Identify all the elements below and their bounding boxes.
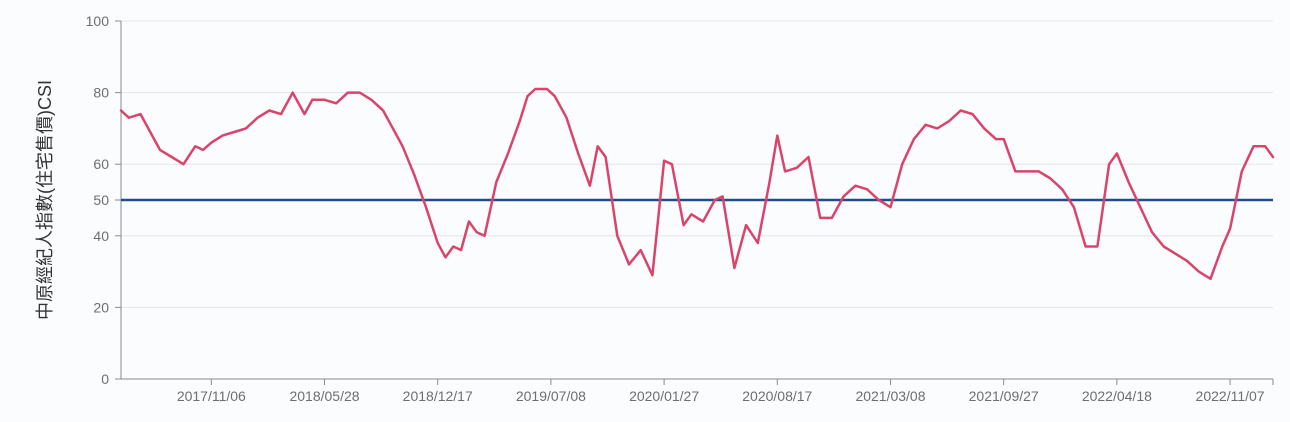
series-line <box>119 87 1275 281</box>
y-tick-label: 50 <box>93 192 109 208</box>
x-tick-label: 2020/01/27 <box>629 388 699 404</box>
x-axis-ticks: 2017/11/06 2018/05/28 2018/12/17 2019/07/08… <box>177 379 1274 404</box>
grid-lines <box>121 20 1273 308</box>
x-tick-label: 2017/11/06 <box>177 388 246 404</box>
x-tick-label: 2019/07/08 <box>516 388 586 404</box>
x-tick-label: 2022/11/07 <box>1196 388 1265 404</box>
y-axis-ticks: 0 20 40 50 60 80 100 <box>86 13 121 387</box>
y-tick-label: 100 <box>86 13 110 29</box>
y-axis-label: 中原經紀人指數(住宅售價)CSI <box>35 80 55 320</box>
x-tick-label: 2018/12/17 <box>403 388 473 404</box>
x-tick-label: 2018/05/28 <box>289 388 359 404</box>
y-tick-label: 80 <box>93 85 109 101</box>
y-tick-label: 0 <box>101 371 109 387</box>
x-tick-label: 2021/03/08 <box>855 388 925 404</box>
x-tick-label: 2020/08/17 <box>742 388 812 404</box>
x-tick-label: 2021/09/27 <box>969 388 1039 404</box>
y-tick-label: 20 <box>93 299 109 315</box>
x-tick-label: 2022/04/18 <box>1082 388 1152 404</box>
y-tick-label: 60 <box>93 156 109 172</box>
y-tick-label: 40 <box>93 228 109 244</box>
